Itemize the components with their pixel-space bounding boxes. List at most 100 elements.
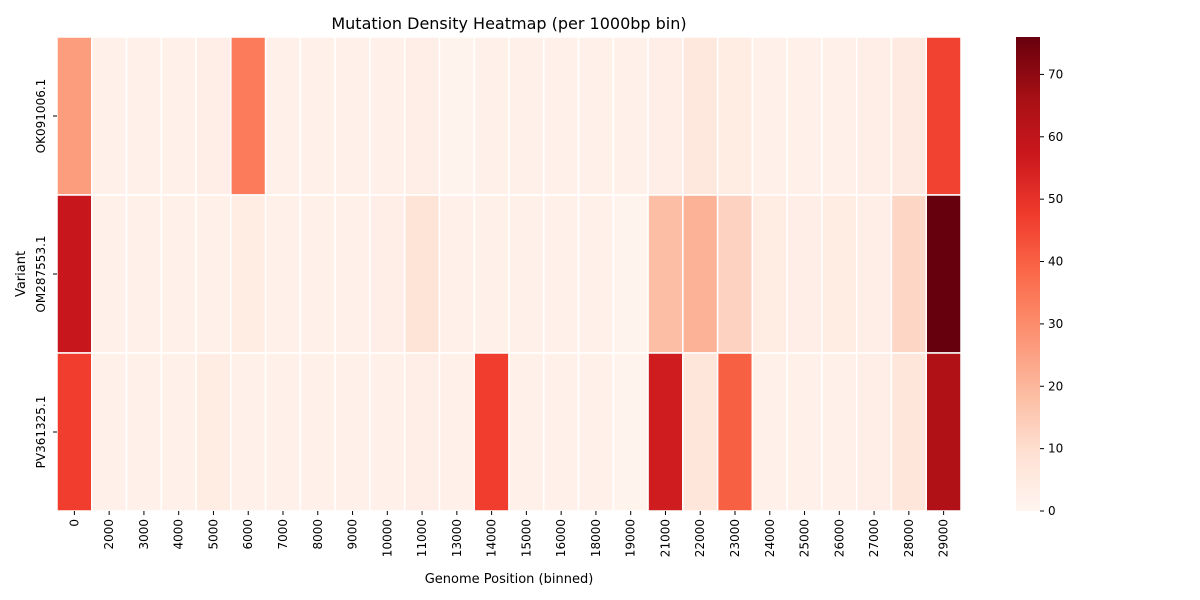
heatmap-cell [438, 194, 475, 354]
x-tick-label: 6000 [241, 519, 255, 550]
heatmap-cell [890, 194, 927, 354]
heatmap-cell [125, 352, 163, 512]
heatmap-cell [543, 194, 580, 354]
heatmap-cell [438, 36, 475, 196]
heatmap-cell [751, 352, 788, 512]
heatmap-cell [543, 352, 580, 512]
heatmap-cell [612, 194, 649, 354]
x-tick-label: 10000 [380, 519, 394, 557]
heatmap-cell [334, 352, 371, 512]
heatmap-cell [403, 352, 441, 512]
heatmap-cell [195, 352, 232, 512]
heatmap-cell [264, 194, 302, 354]
x-tick-label: 24000 [763, 519, 777, 557]
heatmap-cell [925, 36, 962, 196]
heatmap-cell [682, 194, 719, 354]
heatmap-cell [195, 36, 232, 196]
heatmap-cell [299, 36, 336, 196]
heatmap-cell [195, 194, 232, 354]
heatmap-cell [160, 352, 197, 512]
heatmap-cell [56, 352, 93, 512]
heatmap-cell [160, 36, 197, 196]
colorbar-tick-label: 70 [1048, 67, 1063, 81]
heatmap-cell [438, 352, 475, 512]
y-tick-label: OM287553.1 [34, 235, 48, 312]
heatmap-cell [925, 194, 962, 354]
heatmap-cell [647, 36, 684, 196]
x-tick-label: 16000 [554, 519, 568, 557]
heatmap-cell [508, 194, 545, 354]
heatmap-cell [369, 36, 406, 196]
x-tick-label: 0 [67, 519, 81, 527]
colorbar-tick-label: 10 [1048, 442, 1063, 456]
heatmap-cell [369, 352, 406, 512]
heatmap-cell [264, 36, 302, 196]
chart-title: Mutation Density Heatmap (per 1000bp bin… [331, 14, 686, 33]
heatmap-cell [786, 36, 823, 196]
x-axis-label: Genome Position (binned) [425, 572, 594, 587]
x-tick-label: 14000 [485, 519, 499, 557]
heatmap-cell [403, 36, 441, 196]
heatmap-cell [230, 352, 267, 512]
heatmap-cell [716, 352, 754, 512]
heatmap-cell [855, 194, 893, 354]
heatmap-cell [786, 194, 823, 354]
heatmap-cell [890, 352, 927, 512]
heatmap-cell [508, 352, 545, 512]
heatmap-cell [473, 352, 510, 512]
heatmap-cell [91, 352, 128, 512]
y-axis-label: Variant [14, 251, 29, 297]
heatmap-cell [577, 36, 615, 196]
heatmap-cell [508, 36, 545, 196]
y-axis-ticks: OK091006.1 OM287553.1 PV361325.1 [34, 79, 57, 469]
x-tick-label: 8000 [311, 519, 325, 550]
heatmap-cell [334, 194, 371, 354]
heatmap-cell [682, 352, 719, 512]
heatmap-cell [682, 36, 719, 196]
heatmap-cell [577, 352, 615, 512]
x-tick-label: 27000 [867, 519, 881, 557]
heatmap-cell [299, 352, 336, 512]
heatmap-cell [91, 36, 128, 196]
heatmap-cell [786, 352, 823, 512]
heatmap-cell [855, 36, 893, 196]
y-tick-label: PV361325.1 [34, 396, 48, 469]
x-tick-label: 3000 [137, 519, 151, 550]
colorbar-tick-label: 30 [1048, 317, 1063, 331]
heatmap-cell [751, 36, 788, 196]
heatmap-cell [821, 36, 858, 196]
x-tick-label: 19000 [624, 519, 638, 557]
heatmap-cell [369, 194, 406, 354]
heatmap-cell [334, 36, 371, 196]
heatmap-cell [821, 352, 858, 512]
colorbar-tick-label: 0 [1048, 504, 1056, 518]
heatmap-cell [473, 194, 510, 354]
colorbar-tick-label: 60 [1048, 130, 1063, 144]
colorbar-tick-label: 20 [1048, 379, 1063, 393]
x-tick-label: 11000 [415, 519, 429, 557]
heatmap-cell [91, 194, 128, 354]
x-tick-label: 29000 [937, 519, 951, 557]
heatmap-cell [125, 194, 163, 354]
x-tick-label: 28000 [902, 519, 916, 557]
heatmap-cell [612, 36, 649, 196]
x-tick-label: 2000 [102, 519, 116, 550]
x-tick-label: 13000 [450, 519, 464, 557]
heatmap-cell [125, 36, 163, 196]
heatmap-cell [890, 36, 927, 196]
heatmap-cell [925, 352, 962, 512]
x-tick-label: 4000 [172, 519, 186, 550]
colorbar-ticks: 0 10 20 30 40 50 60 70 [1040, 67, 1063, 518]
x-tick-label: 22000 [693, 519, 707, 557]
heatmap-cell [647, 352, 684, 512]
heatmap-cell [264, 352, 302, 512]
heatmap-cell [716, 194, 754, 354]
x-tick-label: 26000 [832, 519, 846, 557]
x-axis-ticks: 0 2000 3000 4000 5000 6000 7000 8000 9000 10000 11… [67, 511, 951, 557]
heatmap-cell [647, 194, 684, 354]
heatmap-cell [56, 36, 93, 196]
heatmap-cell [577, 194, 615, 354]
heatmap-cell [230, 194, 267, 354]
heatmap-cell [160, 194, 197, 354]
